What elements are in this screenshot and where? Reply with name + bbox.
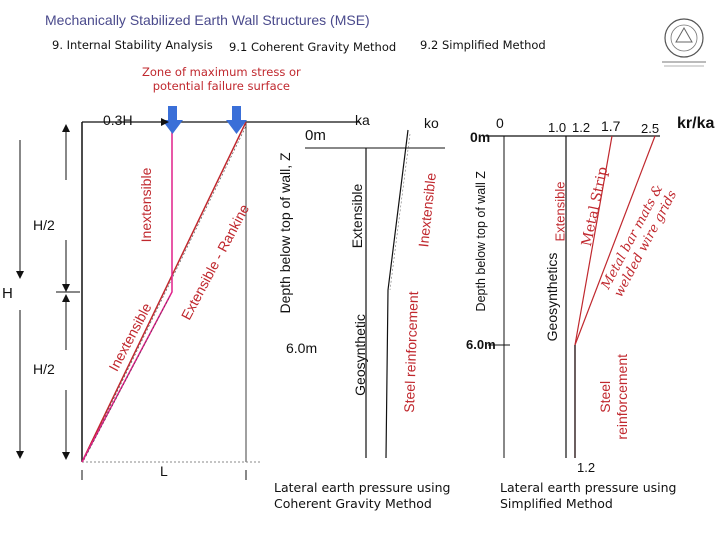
label-ko: ko [424, 115, 439, 131]
failure-surface-arrow-left [162, 106, 183, 134]
inextensible-line [81, 122, 173, 463]
label-6m-coherent: 6.0m [286, 340, 318, 356]
label-h: H [2, 285, 13, 302]
label-ka: ka [355, 112, 370, 128]
label-length: L [160, 463, 168, 479]
label-0m-coherent: 0m [305, 127, 326, 144]
label-geosynthetic: Geosynthetic [352, 314, 368, 396]
label-geosynthetics: Geosynthetics [544, 252, 560, 342]
label-0m-simplified: 0m [470, 129, 491, 145]
tick-1-0: 1.0 [548, 120, 567, 135]
coherent-depth-axis-label: Depth below top of wall, Z [277, 152, 293, 314]
failure-surface-arrow-right [226, 106, 247, 134]
axis-unit-kr-ka: kr/ka [677, 115, 715, 132]
simplified-chart [486, 135, 660, 458]
tick-0: 0 [496, 115, 504, 131]
label-03H: 0.3H [103, 112, 133, 128]
tick-2-5: 2.5 [641, 121, 660, 136]
label-bottom-1-2: 1.2 [577, 460, 596, 475]
page-title: Mechanically Stabilized Earth Wall Struc… [45, 12, 370, 28]
label-extensible-coherent: Extensible [349, 183, 365, 249]
label-6m-simplified: 6.0m [466, 337, 496, 352]
simplified-depth-axis-label: Depth below top of wall Z [473, 171, 488, 312]
rankine-line [81, 121, 247, 463]
simplified-caption: Lateral earth pressure using Simplified M… [500, 480, 677, 512]
label-steel-simplified: Steel reinforcement [597, 354, 630, 440]
metal-bar-mats-line [574, 135, 656, 346]
tick-1-7: 1.7 [601, 118, 621, 134]
breadcrumb-method-1: 9.1 Coherent Gravity Method [229, 40, 397, 54]
coherent-gravity-chart [305, 129, 445, 459]
failure-zone-label: Zone of maximum stress or potential failu… [142, 65, 301, 94]
wall-schematic [16, 106, 360, 480]
tick-1-2: 1.2 [572, 120, 591, 135]
inextensible-pressure-line [385, 129, 409, 459]
label-h-half-top: H/2 [33, 217, 55, 233]
label-inextensible-upper: Inextensible [138, 167, 154, 243]
breadcrumb-method-2: 9.2 Simplified Method [420, 38, 546, 52]
breadcrumb-section: 9. Internal Stability Analysis [52, 38, 213, 52]
label-extensible-simplified: Extensible [552, 181, 568, 242]
coherent-caption: Lateral earth pressure using Coherent Gra… [274, 480, 451, 512]
label-h-half-bottom: H/2 [33, 361, 55, 377]
